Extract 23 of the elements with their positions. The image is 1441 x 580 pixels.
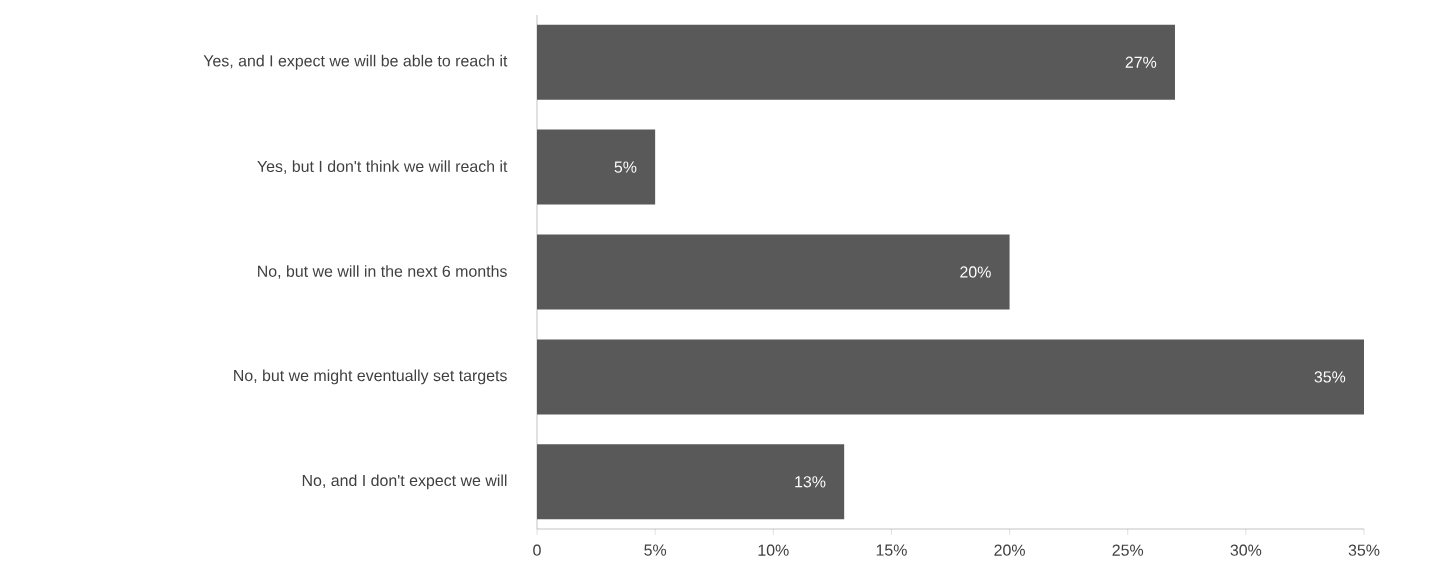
x-tick-label: 15% <box>876 544 907 556</box>
x-tick-label: 25% <box>1112 544 1144 556</box>
bar <box>537 444 845 520</box>
x-tick-label: 10% <box>758 544 789 556</box>
bar <box>537 339 1365 415</box>
bar <box>537 234 1010 310</box>
y-tick-label: Yes, but I don't think we will reach it <box>257 160 508 174</box>
bar <box>537 24 1175 100</box>
data-label: 13% <box>795 476 826 488</box>
x-tick-label: 5% <box>644 544 667 556</box>
y-tick-label: Yes, and I expect we will be able to reach it <box>203 54 508 70</box>
x-tick-label: 35% <box>1348 544 1380 556</box>
data-label: 27% <box>1125 56 1157 68</box>
data-label: 20% <box>960 266 991 278</box>
x-tick-label: 20% <box>994 544 1025 556</box>
data-label: 35% <box>1314 371 1346 383</box>
y-tick-label: No, but we might eventually set targets <box>234 369 507 385</box>
data-label: 5% <box>614 161 637 173</box>
bar <box>537 129 656 205</box>
y-tick-label: No, but we will in the next 6 months <box>258 265 507 279</box>
x-tick-label: 30% <box>1230 544 1262 556</box>
y-tick-label: No, and I don't expect we will <box>302 474 507 490</box>
x-tick-label: 0 <box>533 544 541 556</box>
